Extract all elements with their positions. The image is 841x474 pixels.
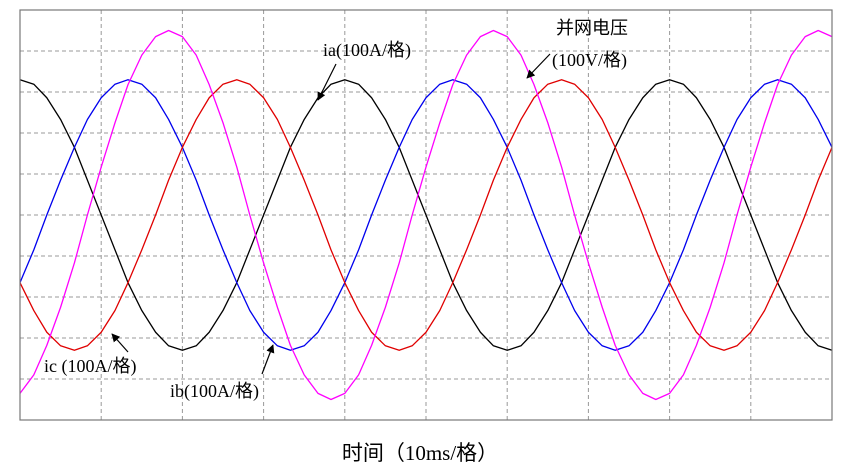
annotation: 并网电压 (556, 18, 628, 38)
annotation: ia(100A/格) (323, 40, 411, 61)
annotation: (100V/格) (552, 50, 627, 71)
annotation: ic (100A/格) (44, 356, 136, 377)
arrow (111, 333, 129, 353)
arrow (317, 63, 337, 101)
plot-border (19, 9, 833, 421)
series-line (19, 79, 833, 351)
series-line (19, 79, 833, 351)
series-line (19, 29, 833, 401)
x-axis-label: 时间（10ms/格） (342, 441, 498, 465)
annotation: ib(100A/格) (170, 381, 259, 402)
arrow (261, 344, 275, 375)
arrow (526, 53, 551, 79)
series-line (19, 79, 833, 351)
lines (19, 29, 833, 401)
